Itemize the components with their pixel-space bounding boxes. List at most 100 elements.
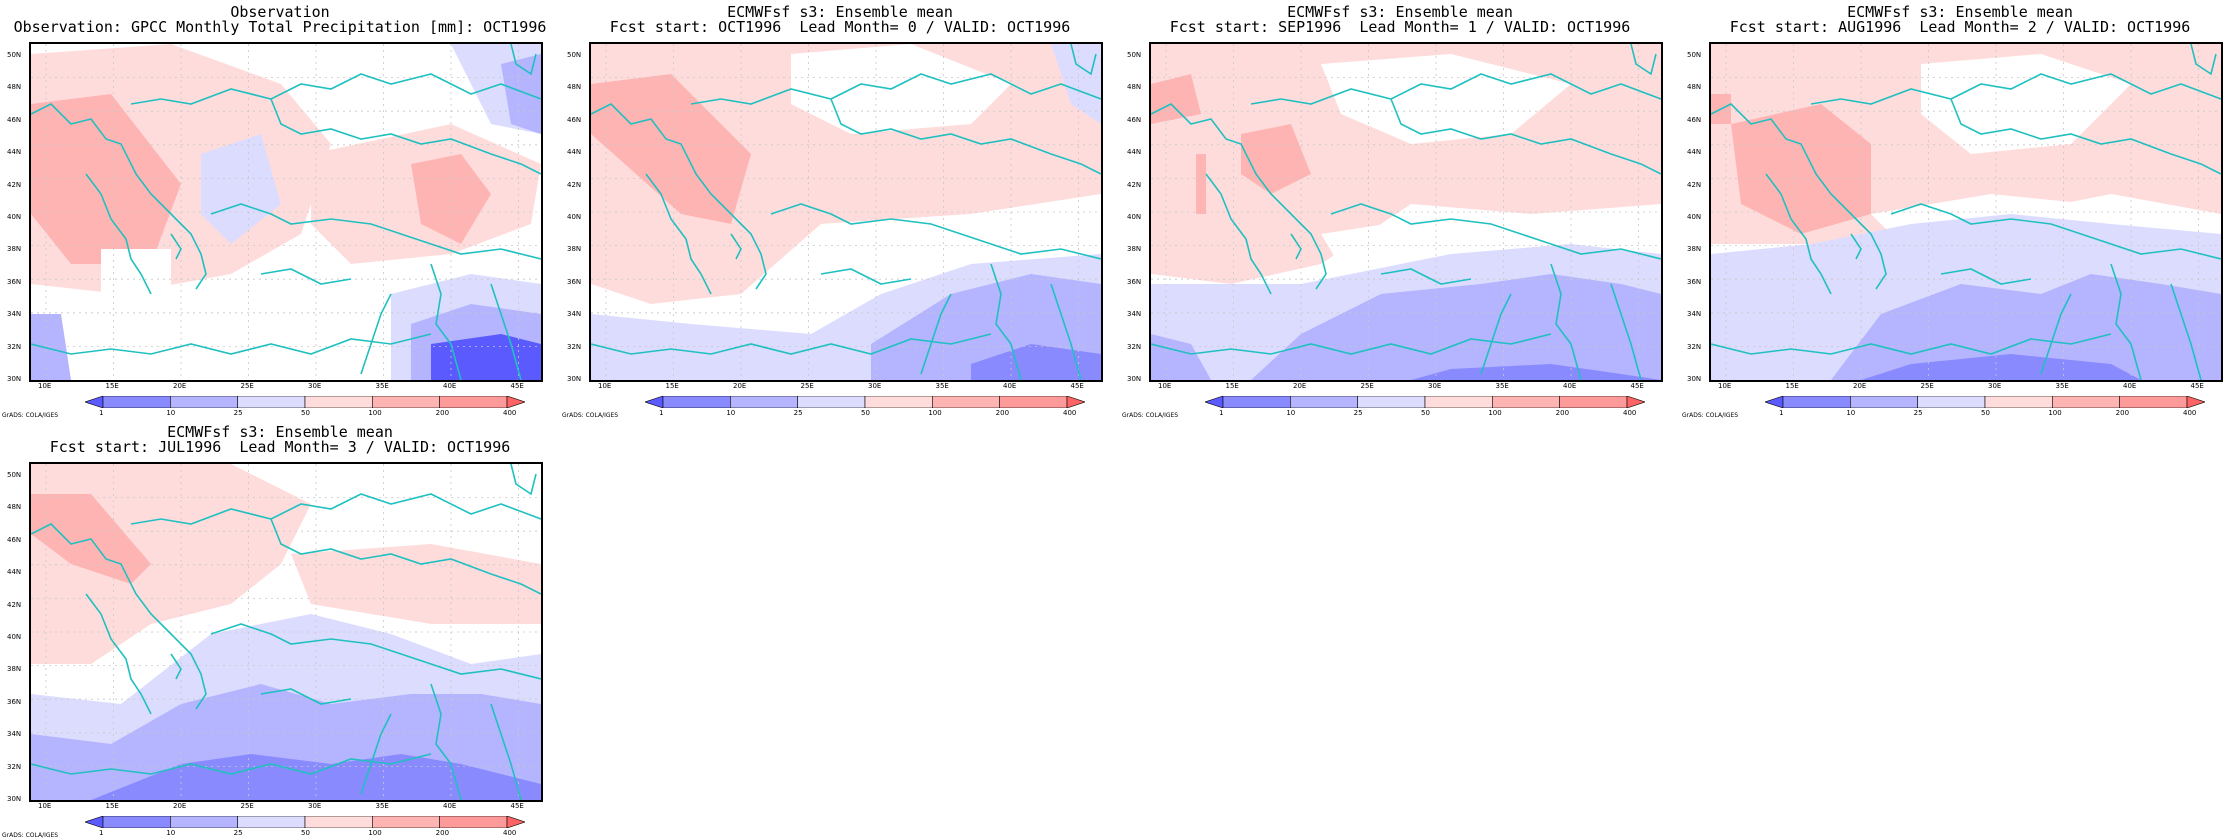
x-tick-label: 15E [105,382,119,390]
y-tick-label: 44N [1127,148,1142,157]
colorbar-segment [1626,396,1645,408]
precip-map [589,42,1103,382]
panel-subtitle: Fcst start: SEP1996 Lead Month= 1 / VALI… [1169,18,1631,36]
y-tick-label: 50N [1127,51,1142,59]
y-tick-label: 40N [1127,213,1142,221]
y-tick-label: 50N [7,51,22,59]
x-tick-label: 10E [38,802,52,810]
x-tick-label: 20E [173,802,187,810]
coastlines [31,44,541,380]
map-panel-4: ECMWFsf s3: Ensemble mean Fcst start: AU… [1680,0,2223,420]
y-tick-label: 44N [567,148,582,157]
colorbar-segment [797,396,866,408]
precip-map [1709,42,2223,382]
precip-white-box [101,249,171,380]
colorbar-segment [864,396,933,408]
y-tick-label: 38N [7,665,22,674]
colorbar-segment [730,396,798,408]
colorbar-segment [439,816,508,828]
colorbar-segment [1917,396,1986,408]
x-tick-label: 25E [240,802,254,810]
colorbar [85,396,525,408]
precip-blue-region [1051,44,1101,124]
colorbar-segment [439,396,508,408]
y-tick-label: 30N [1687,375,1702,383]
panel-title: ECMWFsf s3: Ensemble mean [1847,3,2073,21]
y-tick-label: 38N [567,245,582,254]
colorbar-segment [506,816,525,828]
x-tick-label: 10E [1718,382,1732,390]
precip-blue-region [31,314,71,380]
colorbar-segment [304,816,373,828]
colorbar-segment [1984,396,2053,408]
x-tick-label: 45E [510,382,524,390]
colorbar-label: 10 [726,409,736,417]
x-tick-label: 30E [308,382,322,390]
colorbar-segment [85,396,104,408]
colorbar-segment [85,816,104,828]
y-tick-label: 42N [567,180,582,189]
y-tick-label: 36N [7,697,22,706]
colorbar-segment [1559,396,1628,408]
colorbar-label: 400 [1623,409,1637,417]
colorbar-segment [102,396,171,408]
colorbar-label: 10 [166,409,176,417]
x-tick-label: 20E [1853,382,1867,390]
credit-text: GrADS: COLA/IGES [2,412,59,419]
coastlines [1151,44,1661,380]
y-tick-label: 34N [1687,310,1702,319]
x-tick-label: 45E [1070,382,1084,390]
x-tick-label: 35E [935,382,949,390]
colorbar-segment [372,396,440,408]
y-tick-label: 40N [1687,213,1702,221]
colorbar-segment [1782,396,1851,408]
colorbar-label: 25 [1353,409,1363,417]
y-tick-label: 42N [7,600,22,609]
colorbar-segment [237,816,306,828]
grid-lines [1151,44,1661,380]
colorbar-segment [1222,396,1291,408]
colorbar-label: 10 [166,829,176,837]
colorbar-label: 100 [368,409,382,417]
colorbar-label: 10 [1286,409,1296,417]
colorbar-label: 400 [2183,409,2197,417]
x-tick-label: 25E [1920,382,1934,390]
colorbar-label: 100 [928,409,942,417]
colorbar-label: 1 [1219,409,1224,417]
grid-lines [31,464,541,800]
precip-white-box [221,279,291,380]
y-tick-label: 30N [7,795,22,803]
precip-red-region [1196,154,1206,214]
y-tick-label: 30N [1127,375,1142,383]
precip-blue-region [201,134,281,244]
x-tick-label: 20E [173,382,187,390]
x-tick-label: 30E [308,802,322,810]
precip-white-band [1321,54,1571,144]
credit-text: GrADS: COLA/IGES [1122,412,1179,419]
y-tick-label: 30N [7,375,22,383]
colorbar-segment [999,396,1068,408]
colorbar-segment [304,396,373,408]
colorbar-label: 400 [503,829,517,837]
precip-map [29,42,543,382]
colorbar-label: 200 [995,409,1010,417]
y-tick-label: 38N [1687,245,1702,254]
y-tick-label: 48N [567,83,582,92]
y-tick-label: 44N [7,148,22,157]
y-tick-label: 32N [567,342,582,351]
x-tick-label: 45E [510,802,524,810]
grid-lines [591,44,1101,380]
colorbar-segment [1290,396,1358,408]
y-tick-label: 46N [567,115,582,124]
panel-title: Observation [230,3,330,21]
y-tick-label: 44N [1687,148,1702,157]
y-tick-label: 48N [1687,83,1702,92]
colorbar-segment [102,816,171,828]
colorbar-segment [237,396,306,408]
colorbar-label: 50 [301,829,310,837]
x-tick-label: 25E [800,382,814,390]
y-tick-label: 42N [1687,180,1702,189]
colorbar-label: 200 [435,409,450,417]
panel-title: ECMWFsf s3: Ensemble mean [727,3,953,21]
y-tick-label: 40N [7,213,22,221]
